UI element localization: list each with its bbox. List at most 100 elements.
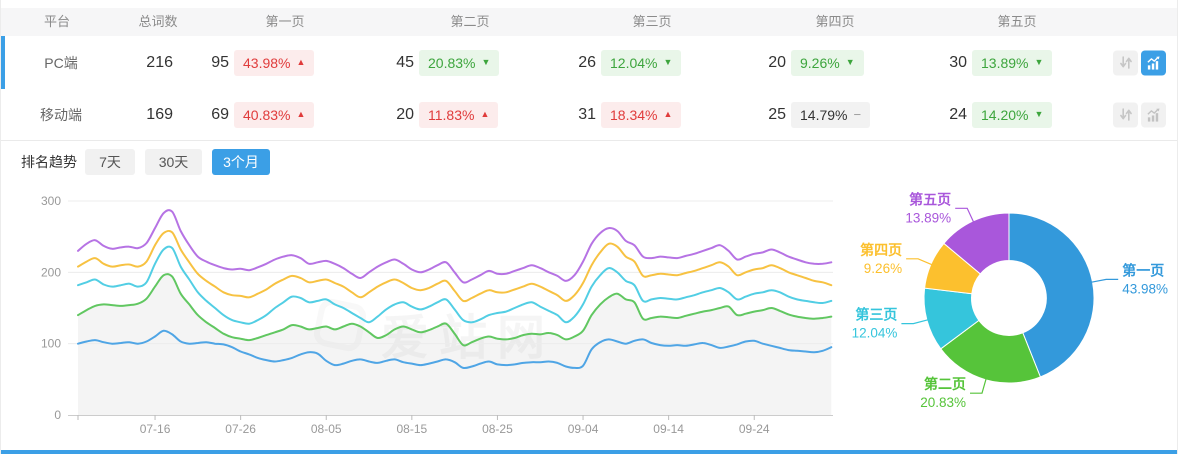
page-3-count: 31	[578, 105, 596, 123]
y-tick-label: 200	[41, 265, 61, 279]
x-tick-label: 08-05	[311, 422, 342, 436]
col-header-page-4: 第四页	[815, 14, 855, 29]
table-row-pc: PC端 216 95 43.98% ▲ 45 20.83% ▼ 26 12.04% ▼ 20 9.26%…	[1, 36, 1177, 90]
arrow-down-icon: ▼	[663, 57, 673, 67]
sort-updown-icon	[1119, 108, 1132, 121]
arrow-up-icon: ▲	[296, 109, 306, 119]
sort-updown-button[interactable]	[1113, 50, 1138, 75]
change-percent: 14.20%	[981, 106, 1029, 123]
page-5-count: 30	[949, 53, 967, 71]
show-trend-chart-button[interactable]	[1141, 50, 1166, 75]
slice-label-name: 第四页	[860, 242, 902, 258]
change-percent: 14.79%	[800, 106, 848, 123]
x-tick-label: 09-24	[739, 422, 770, 436]
tab-range-7天[interactable]: 7天	[85, 149, 135, 175]
dash-icon: −	[853, 107, 862, 122]
trend-title: 排名趋势	[21, 154, 77, 170]
page-1-change-badge: 40.83% ▲	[234, 101, 315, 128]
table-header-row: 平台 总词数 第一页 第二页 第三页 第四页 第五页	[1, 8, 1177, 36]
change-percent: 13.89%	[981, 54, 1029, 71]
area-fill-第二页	[78, 274, 832, 415]
sort-updown-button[interactable]	[1113, 102, 1138, 127]
change-percent: 18.34%	[610, 106, 658, 123]
pie-slice-page-5[interactable]	[943, 212, 1010, 275]
series-line-page-4[interactable]	[77, 229, 833, 303]
line-chart-svg[interactable]: 爱站网 0 100 200 300 07-16 07-26 08-05 08-15 08-25 09…	[11, 186, 841, 444]
donut-chart-svg[interactable]: 第一页 43.98% 第二页 20.83% 第三页 12.04% 第四页 9.26% 第五页 13…	[841, 182, 1178, 448]
label-leader-line	[1091, 278, 1119, 283]
x-tick-label: 08-25	[482, 422, 513, 436]
page-2-count: 45	[396, 53, 414, 71]
label-leader-line	[906, 258, 933, 266]
arrow-down-icon: ▼	[481, 57, 491, 67]
page-4-change-badge: 9.26% ▼	[791, 49, 864, 76]
x-tick-label: 09-04	[568, 422, 599, 436]
change-percent: 40.83%	[243, 106, 291, 123]
page-1-count: 69	[211, 105, 229, 123]
slice-label-percent: 43.98%	[1122, 281, 1168, 296]
col-header-page-5: 第五页	[997, 14, 1037, 29]
series-line-page-1[interactable]	[77, 329, 833, 370]
slice-label-percent: 12.04%	[852, 326, 898, 341]
table-row-mobile: 移动端 169 69 40.83% ▲ 20 11.83% ▲ 31 18.34% ▲ 25 14.79…	[1, 89, 1177, 141]
col-header-platform: 平台	[43, 14, 71, 29]
col-header-total: 总词数	[138, 14, 178, 29]
rank-trend-line-chart[interactable]: 爱站网 0 100 200 300 07-16 07-26 08-05 08-15 08-25 09…	[11, 186, 841, 449]
arrow-down-icon: ▼	[1034, 109, 1044, 119]
page-3-change-badge: 12.04% ▼	[601, 49, 682, 76]
col-header-page-1: 第一页	[265, 14, 305, 29]
selected-row-indicator	[1, 36, 5, 89]
platform-name: 移动端	[40, 106, 82, 123]
page-3-count: 26	[578, 53, 596, 71]
pie-slice-page-2[interactable]	[940, 319, 1042, 384]
page-3-change-badge: 18.34% ▲	[601, 101, 682, 128]
page-2-count: 20	[396, 105, 414, 123]
series-line-page-2[interactable]	[77, 273, 833, 347]
trend-chart-icon	[1147, 107, 1160, 122]
change-percent: 11.83%	[428, 106, 475, 123]
col-header-page-3: 第三页	[632, 14, 672, 29]
arrow-up-icon: ▲	[480, 109, 490, 119]
page-2-change-badge: 11.83% ▲	[419, 101, 499, 128]
page-5-count: 24	[949, 105, 967, 123]
page-1-change-badge: 43.98% ▲	[234, 49, 315, 76]
platform-name: PC端	[44, 54, 78, 71]
tab-range-30天[interactable]: 30天	[145, 149, 202, 175]
series-line-page-3[interactable]	[77, 245, 833, 325]
change-percent: 12.04%	[610, 54, 658, 71]
bottom-accent-bar	[1, 450, 1177, 454]
x-tick-label: 07-26	[225, 422, 256, 436]
label-leader-line	[901, 319, 929, 325]
x-tick-label: 08-15	[396, 422, 427, 436]
pie-slice-page-1[interactable]	[1008, 212, 1095, 378]
page-5-change-badge: 13.89% ▼	[972, 49, 1053, 76]
x-tick-label: 09-14	[653, 422, 684, 436]
page-2-change-badge: 20.83% ▼	[419, 49, 500, 76]
slice-label-percent: 9.26%	[864, 261, 902, 276]
page-5-change-badge: 14.20% ▼	[972, 101, 1053, 128]
x-tick-label: 07-16	[140, 422, 171, 436]
arrow-down-icon: ▼	[1034, 57, 1044, 67]
change-percent: 20.83%	[428, 54, 476, 71]
arrow-up-icon: ▲	[663, 109, 673, 119]
total-keywords: 169	[146, 105, 173, 123]
series-line-page-5[interactable]	[77, 209, 833, 284]
slice-label-name: 第一页	[1122, 262, 1164, 278]
total-keywords: 216	[146, 53, 173, 71]
arrow-up-icon: ▲	[296, 57, 306, 67]
slice-label-name: 第二页	[924, 376, 966, 392]
tab-range-3个月[interactable]: 3个月	[212, 149, 270, 175]
page-4-change-badge: 14.79% −	[791, 101, 871, 128]
svg-text:爱站网: 爱站网	[381, 312, 555, 365]
trend-toolbar: 排名趋势 7天 30天 3个月	[1, 149, 1177, 177]
page-share-donut-chart[interactable]: 第一页 43.98% 第二页 20.83% 第三页 12.04% 第四页 9.26% 第五页 13…	[841, 182, 1178, 453]
col-header-page-2: 第二页	[450, 14, 490, 29]
change-percent: 9.26%	[800, 54, 840, 71]
show-trend-chart-button[interactable]	[1141, 102, 1166, 127]
arrow-down-icon: ▼	[845, 57, 855, 67]
y-tick-label: 100	[41, 337, 61, 351]
slice-label-percent: 13.89%	[905, 210, 951, 225]
trend-chart-icon	[1147, 55, 1160, 70]
page-4-count: 20	[768, 53, 786, 71]
